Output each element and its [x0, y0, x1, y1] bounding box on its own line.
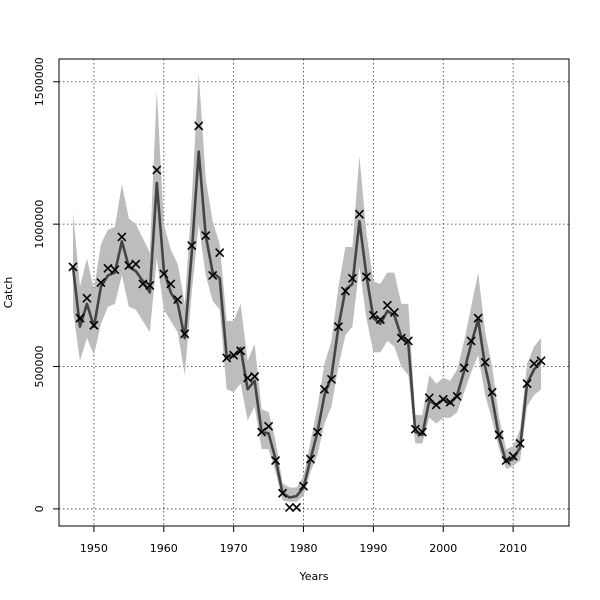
data-point — [131, 259, 141, 269]
data-point — [452, 391, 462, 402]
data-point — [410, 424, 420, 434]
data-point — [173, 295, 183, 305]
x-tick-label: 1960 — [150, 542, 178, 555]
x-axis-title: Years — [298, 570, 328, 583]
data-point — [89, 320, 99, 330]
data-point — [229, 350, 239, 360]
data-point — [96, 277, 106, 288]
data-point — [277, 488, 288, 498]
data-point — [264, 421, 274, 431]
data-point — [201, 230, 211, 241]
data-point — [361, 272, 371, 282]
data-point — [508, 451, 518, 461]
data-point — [480, 357, 490, 367]
data-point — [103, 263, 113, 273]
data-point — [152, 165, 162, 175]
y-tick-label: 500000 — [33, 346, 46, 388]
data-point — [459, 363, 469, 373]
data-point — [284, 502, 295, 513]
data-point — [312, 427, 323, 437]
data-point — [166, 279, 176, 289]
x-tick-label: 1970 — [220, 542, 248, 555]
data-point — [417, 427, 427, 437]
data-point — [138, 279, 148, 289]
data-point — [159, 269, 169, 279]
data-point — [536, 356, 546, 366]
data-point — [473, 313, 483, 323]
data-point — [305, 454, 316, 464]
data-point — [431, 400, 441, 410]
data-point — [291, 502, 302, 513]
data-point — [194, 121, 204, 131]
x-tick-label: 2010 — [499, 542, 527, 555]
data-point — [382, 300, 392, 310]
data-point — [236, 346, 246, 356]
data-point — [257, 427, 267, 437]
data-point — [82, 293, 92, 303]
data-point — [522, 379, 532, 389]
data-point — [215, 248, 225, 258]
x-tick-label: 1990 — [359, 542, 387, 555]
data-point — [529, 359, 539, 369]
fitted-line — [71, 150, 542, 499]
x-tick-label: 1980 — [290, 542, 318, 555]
data-point — [466, 336, 476, 346]
data-point — [389, 307, 399, 317]
x-tick-label: 2000 — [429, 542, 457, 555]
data-point — [298, 481, 309, 491]
data-point — [445, 397, 455, 407]
data-point — [243, 373, 253, 383]
data-point — [75, 313, 85, 323]
data-point — [354, 209, 364, 219]
data-point — [110, 265, 120, 275]
data-point — [187, 240, 197, 251]
observed-points — [68, 121, 546, 513]
plot-frame — [58, 58, 570, 527]
y-tick-label: 0 — [33, 505, 46, 512]
y-tick-label: 1000000 — [33, 200, 46, 249]
data-point — [208, 270, 218, 280]
y-axis: 0 500000 1000000 1500000 — [33, 57, 59, 512]
data-point — [494, 430, 504, 440]
data-point — [347, 273, 357, 283]
data-point — [124, 260, 134, 271]
data-point — [396, 333, 406, 343]
data-point — [403, 336, 413, 346]
data-point — [326, 374, 337, 384]
data-point — [424, 393, 434, 403]
data-point — [180, 329, 190, 339]
data-point — [271, 455, 281, 466]
data-point — [340, 286, 351, 296]
data-point — [145, 280, 155, 290]
data-point — [68, 262, 78, 272]
data-point — [117, 232, 127, 242]
data-point — [515, 438, 525, 448]
data-point — [250, 371, 260, 382]
y-tick-label: 1500000 — [33, 57, 46, 106]
confidence-band — [72, 73, 542, 502]
x-axis: 1950 1960 1970 1980 1990 2000 2010 — [80, 526, 527, 555]
data-point — [368, 310, 378, 320]
data-point — [222, 353, 232, 363]
data-point — [501, 455, 511, 466]
data-point — [438, 394, 448, 404]
data-point — [319, 384, 330, 394]
data-point — [333, 322, 344, 332]
x-tick-label: 1950 — [80, 542, 108, 555]
data-point — [487, 387, 497, 397]
data-point — [375, 314, 385, 325]
y-axis-title: Catch — [2, 277, 15, 309]
